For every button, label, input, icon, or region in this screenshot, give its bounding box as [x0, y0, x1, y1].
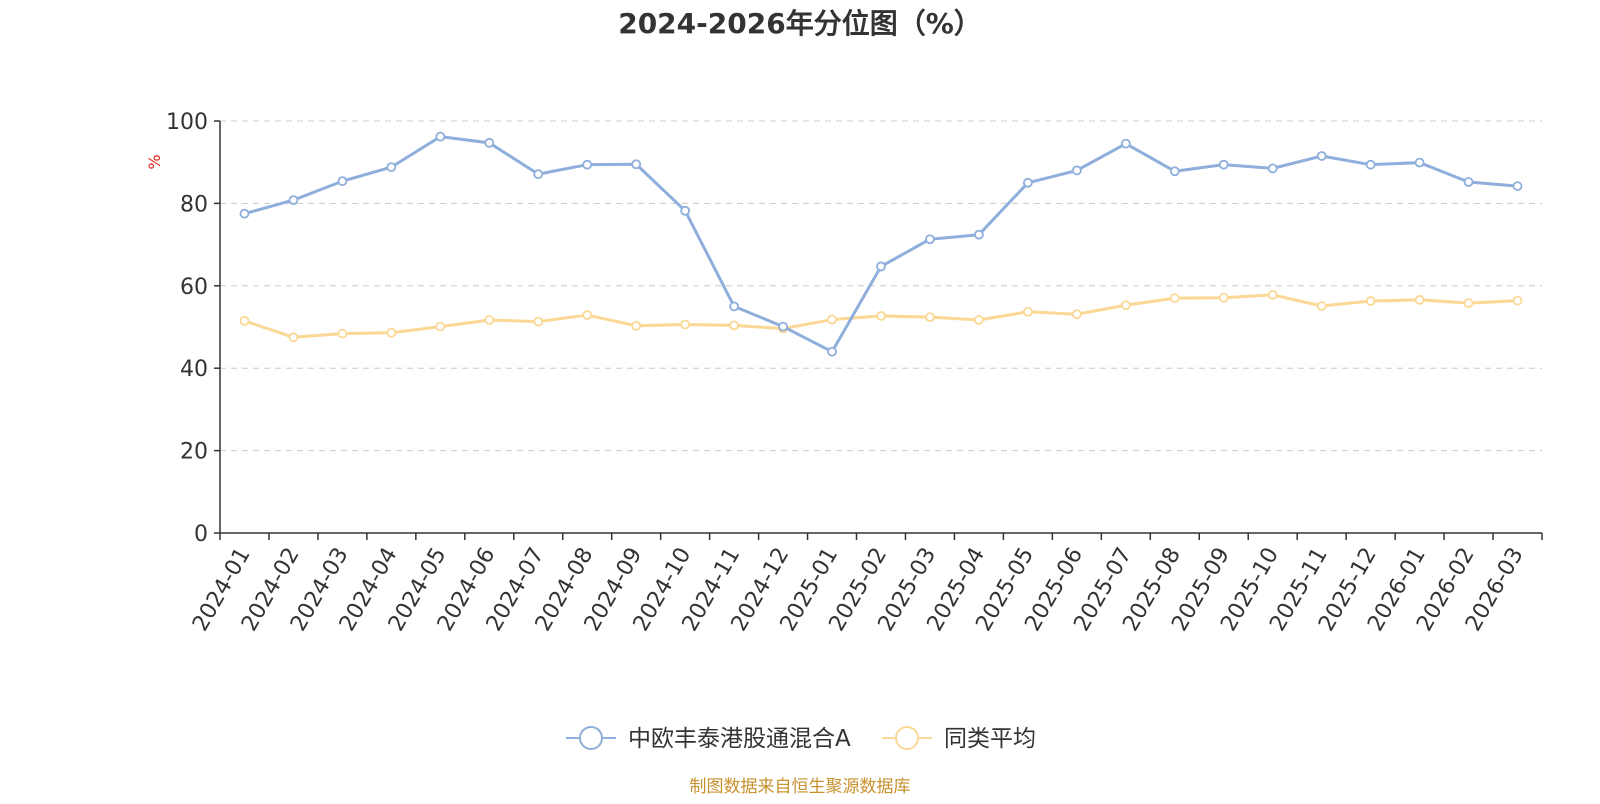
data-point[interactable]: [1169, 293, 1180, 304]
data-point[interactable]: [1512, 181, 1523, 191]
legend[interactable]: 中欧丰泰港股通混合A 同类平均: [566, 726, 1036, 752]
data-point[interactable]: [1022, 306, 1033, 317]
data-point[interactable]: [729, 320, 740, 331]
legend-label: 中欧丰泰港股通混合A: [628, 726, 851, 752]
data-point[interactable]: [1267, 163, 1278, 174]
y-tick-label: 40: [180, 357, 208, 382]
y-tick-label: 60: [180, 275, 208, 300]
data-point[interactable]: [435, 321, 446, 332]
data-point[interactable]: [925, 234, 935, 245]
data-point[interactable]: [1120, 138, 1131, 149]
data-point[interactable]: [925, 312, 935, 323]
legend-item-1[interactable]: 同类平均: [882, 726, 1036, 752]
y-tick-label: 20: [180, 440, 208, 465]
data-point[interactable]: [680, 319, 691, 330]
data-point[interactable]: [1316, 301, 1327, 311]
y-tick-label: 0: [194, 522, 208, 547]
data-point[interactable]: [1316, 151, 1327, 161]
data-point[interactable]: [239, 208, 250, 219]
data-point[interactable]: [1071, 309, 1082, 320]
data-point[interactable]: [1218, 159, 1229, 170]
data-point[interactable]: [778, 321, 788, 332]
data-point[interactable]: [1463, 177, 1474, 187]
data-point[interactable]: [974, 315, 984, 325]
data-point[interactable]: [876, 310, 886, 321]
x-tick-labels: 2024-012024-022024-032024-042024-052024-…: [188, 544, 1529, 636]
y-tick-label: 100: [166, 110, 208, 135]
data-point[interactable]: [1022, 177, 1033, 188]
axes: [214, 120, 1543, 540]
data-point[interactable]: [288, 195, 299, 206]
data-point[interactable]: [435, 131, 446, 142]
legend-circle-icon: [895, 726, 919, 750]
data-point[interactable]: [1512, 295, 1523, 306]
data-point[interactable]: [974, 229, 984, 240]
chart-title: 2024-2026年分位图（%）: [618, 7, 982, 40]
data-point[interactable]: [288, 332, 299, 343]
data-point[interactable]: [582, 310, 593, 320]
data-point[interactable]: [827, 346, 837, 357]
data-point[interactable]: [631, 159, 642, 170]
data-point[interactable]: [386, 162, 397, 173]
data-point[interactable]: [1414, 294, 1425, 305]
data-point[interactable]: [1120, 300, 1131, 311]
data-point[interactable]: [582, 159, 593, 170]
data-point[interactable]: [1365, 159, 1376, 170]
legend-circle-icon: [579, 726, 603, 750]
y-tick-labels: 0 20 40 60 80 100: [166, 110, 208, 547]
data-point[interactable]: [337, 176, 348, 187]
data-point[interactable]: [484, 137, 495, 148]
data-point[interactable]: [484, 315, 495, 325]
data-source-note: 制图数据来自恒生聚源数据库: [690, 777, 911, 797]
data-point[interactable]: [1414, 157, 1425, 168]
data-point[interactable]: [1365, 296, 1376, 306]
data-point[interactable]: [1267, 289, 1278, 300]
data-point[interactable]: [1071, 165, 1082, 176]
grid-lines: [220, 120, 1542, 452]
data-point[interactable]: [1463, 298, 1474, 309]
series-lines: [239, 131, 1523, 357]
data-point[interactable]: [631, 320, 642, 331]
data-point[interactable]: [680, 205, 691, 216]
data-point[interactable]: [827, 314, 837, 325]
legend-item-0[interactable]: 中欧丰泰港股通混合A: [566, 726, 851, 752]
y-axis-label: %: [145, 154, 164, 169]
data-point[interactable]: [533, 316, 544, 327]
data-point[interactable]: [533, 169, 544, 180]
data-point[interactable]: [729, 301, 740, 312]
legend-label: 同类平均: [944, 726, 1036, 752]
data-point[interactable]: [337, 328, 348, 339]
data-point[interactable]: [1169, 166, 1180, 177]
data-point[interactable]: [1218, 292, 1229, 303]
y-tick-label: 80: [180, 192, 208, 217]
data-point[interactable]: [386, 327, 397, 338]
data-point[interactable]: [876, 261, 886, 272]
data-point[interactable]: [239, 315, 250, 326]
